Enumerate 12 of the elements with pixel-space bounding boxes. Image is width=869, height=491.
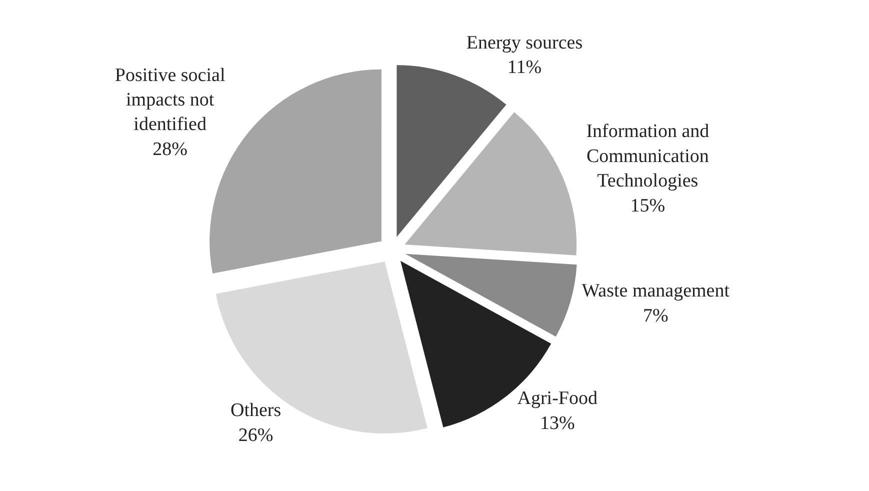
- slice-label: Waste management: [582, 280, 730, 302]
- slice-label: Energy sources: [466, 32, 583, 54]
- data-label: 13%: [540, 412, 575, 434]
- data-label: 28%: [152, 138, 188, 160]
- data-label: 11%: [507, 56, 542, 78]
- slice-label: Information and Communication Technologies: [586, 121, 710, 192]
- slice-label: Agri-Food: [517, 388, 598, 410]
- slice-label: Positive social impacts not identified: [114, 64, 226, 136]
- slice-label: Others: [230, 400, 282, 422]
- data-label: 26%: [238, 424, 274, 446]
- data-label: 7%: [642, 305, 668, 326]
- data-label: 15%: [630, 195, 666, 216]
